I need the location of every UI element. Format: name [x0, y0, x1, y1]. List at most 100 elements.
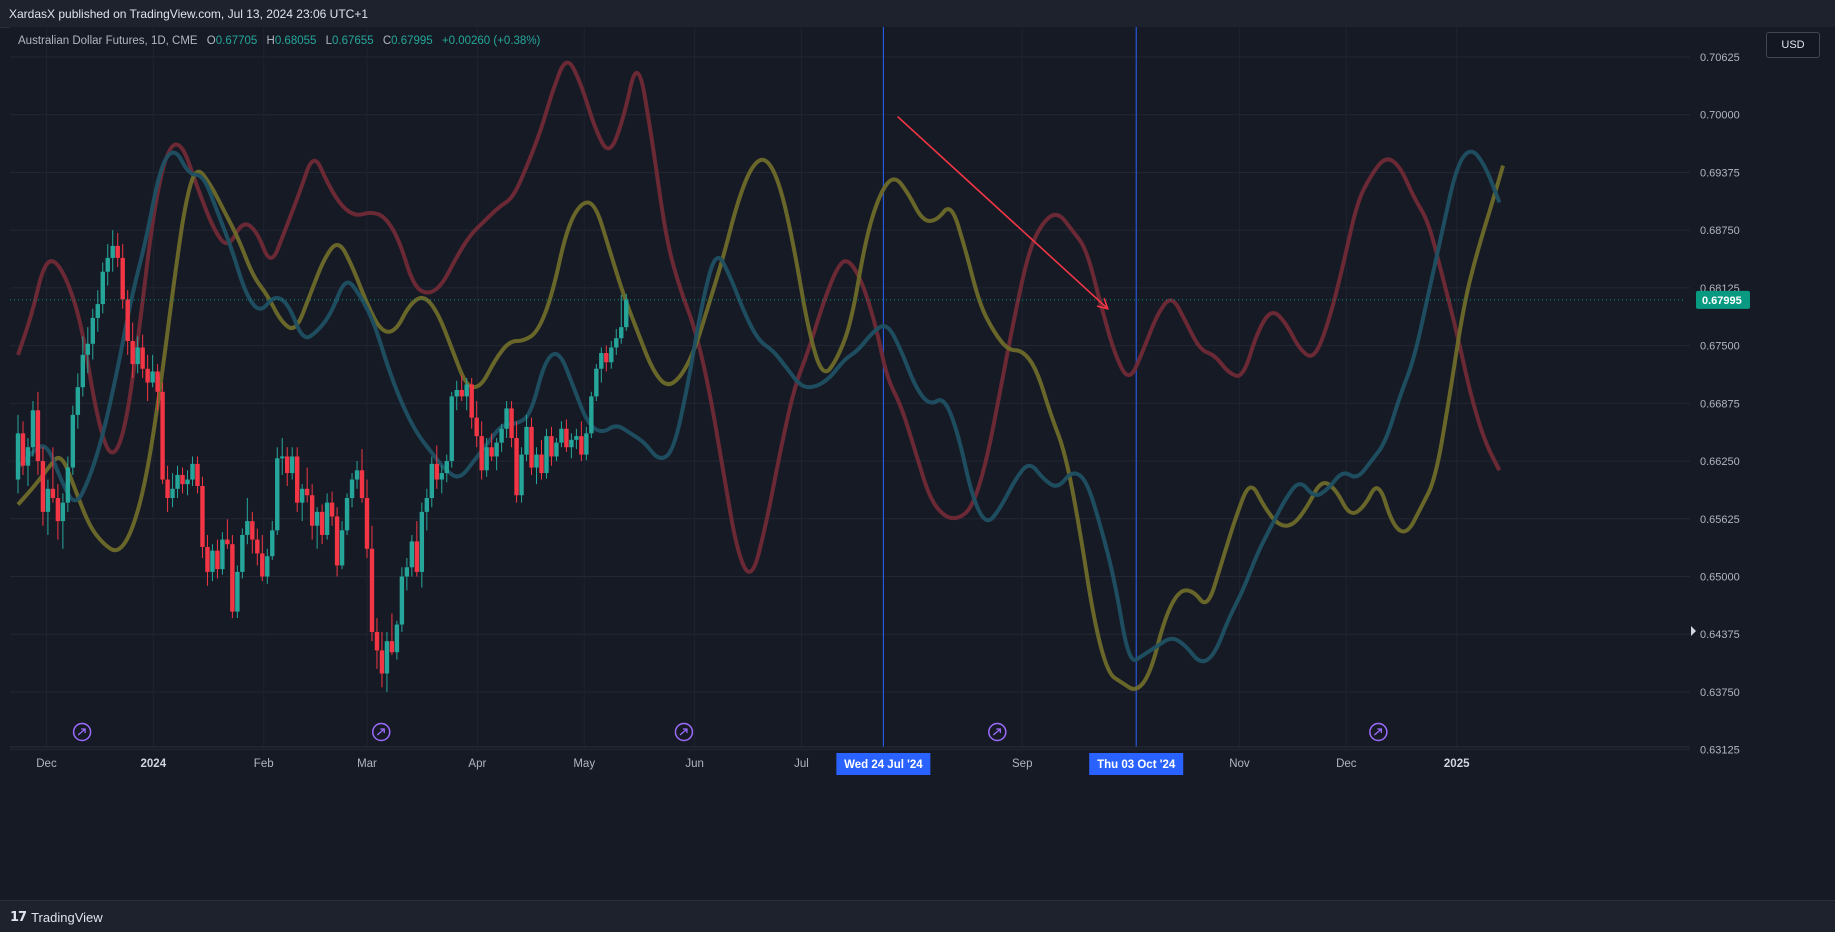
candle-body — [324, 502, 330, 535]
event-marker-circle — [371, 722, 391, 742]
candle-body — [130, 341, 135, 365]
candle-body — [419, 511, 425, 572]
candle-body — [125, 299, 130, 342]
chart-svg[interactable]: 0.706250.700000.693750.687500.681250.675… — [10, 27, 1835, 865]
candle-body — [115, 245, 120, 258]
projection-line-3 — [16, 149, 1502, 664]
time-axis: Dec 2024 Feb Mar Apr May Jun Jul Sep Nov Dec 2025 — [10, 746, 1690, 770]
time-tick-label: 2024 — [141, 758, 167, 770]
footer: 𝟭𝟳 TradingView — [0, 900, 1835, 932]
candle-body — [504, 408, 509, 429]
candle-body — [309, 495, 315, 526]
projection-line-2 — [16, 157, 1505, 691]
candle-body — [200, 486, 205, 547]
candle-body — [464, 384, 469, 397]
time-tick-label: Dec — [36, 758, 57, 770]
candle-body — [50, 488, 56, 499]
candle-body — [299, 488, 305, 503]
candle-body — [524, 426, 529, 455]
candle-body — [484, 447, 489, 471]
price-tick-label: 0.66250 — [1700, 456, 1740, 468]
candle-body — [235, 571, 240, 612]
event-marker-icon — [371, 722, 391, 742]
candle-body — [354, 470, 360, 480]
time-tick-label: Jun — [685, 758, 704, 770]
candle-body — [150, 371, 155, 383]
candle-body — [494, 442, 499, 457]
event-marker-arrow — [1373, 728, 1383, 736]
candle-body — [135, 347, 140, 365]
candle-body — [120, 257, 125, 300]
price-tick-label: 0.66875 — [1700, 398, 1740, 410]
candle-body — [80, 354, 86, 388]
candle-body — [549, 436, 554, 457]
candle-body — [140, 347, 145, 369]
candle-body — [45, 488, 51, 512]
date-highlight-bg — [1089, 753, 1184, 775]
candle-body — [105, 257, 110, 272]
candle-body — [65, 467, 71, 503]
price-tick-label: 0.70625 — [1700, 52, 1740, 64]
price-tick-label: 0.64375 — [1700, 629, 1740, 641]
candle-body — [265, 556, 270, 577]
open-label: O — [206, 35, 216, 47]
candle-body — [30, 410, 36, 448]
event-marker-icon — [72, 722, 92, 742]
candle-body — [334, 516, 340, 566]
candle-body — [255, 539, 260, 554]
high-value: 0.68055 — [274, 35, 317, 47]
time-tick-label: Apr — [468, 758, 486, 770]
chart-area[interactable]: 0.70625 0.70000 0.69375 0.68750 0.68125 0.675… — [10, 27, 1835, 865]
candle-body — [624, 299, 629, 328]
candle-body — [529, 426, 534, 468]
price-tick-label: 0.63125 — [1700, 745, 1740, 757]
candle-body — [290, 456, 295, 474]
event-marker-circle — [988, 722, 1007, 742]
candle-body — [70, 414, 76, 468]
candle-body — [454, 389, 459, 397]
candle-body — [479, 436, 484, 471]
low-value: 0.67655 — [332, 35, 374, 47]
candle-body — [364, 498, 370, 549]
plot-background — [10, 27, 1760, 865]
candle-body — [339, 530, 345, 566]
tradingview-logo[interactable]: 𝟭𝟳 TradingView — [10, 909, 103, 925]
candle-body — [195, 463, 200, 487]
event-marker-icon — [988, 722, 1007, 742]
close-value: 0.67995 — [391, 35, 433, 47]
time-tick-label: May — [573, 758, 595, 770]
candle-body — [409, 541, 415, 568]
event-marker-arrow — [992, 728, 1001, 736]
candle-body — [175, 474, 180, 489]
candle-body — [439, 473, 444, 480]
time-tick-label: 2025 — [1444, 758, 1470, 770]
candle-body — [344, 498, 350, 531]
current-price-badge-bg — [1696, 290, 1750, 309]
symbol-name[interactable]: Australian Dollar Futures, 1D, CME — [18, 35, 198, 47]
event-marker-circle — [72, 722, 92, 742]
time-tick-label: Jul — [794, 758, 809, 770]
candle-body — [369, 548, 375, 632]
candle-body — [569, 439, 574, 448]
price-tick-label: 0.65625 — [1700, 514, 1740, 526]
candle-body — [225, 539, 230, 545]
candle-body — [519, 454, 524, 496]
time-tick-label: Sep — [1012, 758, 1032, 770]
candle-body — [414, 541, 420, 572]
candle-body — [604, 353, 609, 363]
candle-body — [534, 454, 539, 468]
candle-body — [584, 433, 589, 455]
time-tick-label: Nov — [1229, 758, 1250, 770]
candle-body — [574, 436, 579, 440]
open-value: 0.67705 — [215, 35, 258, 47]
trend-arrow-head — [1096, 298, 1109, 310]
candle-body — [554, 442, 559, 457]
currency-button[interactable]: USD — [1766, 32, 1820, 58]
publish-bar: XardasX published on TradingView.com, Ju… — [0, 0, 1835, 28]
candle-body — [319, 511, 325, 535]
candle-body — [394, 624, 400, 653]
candle-body — [449, 396, 454, 462]
candle-body — [170, 488, 175, 499]
candle-body — [329, 502, 335, 517]
candle-body — [155, 371, 160, 392]
